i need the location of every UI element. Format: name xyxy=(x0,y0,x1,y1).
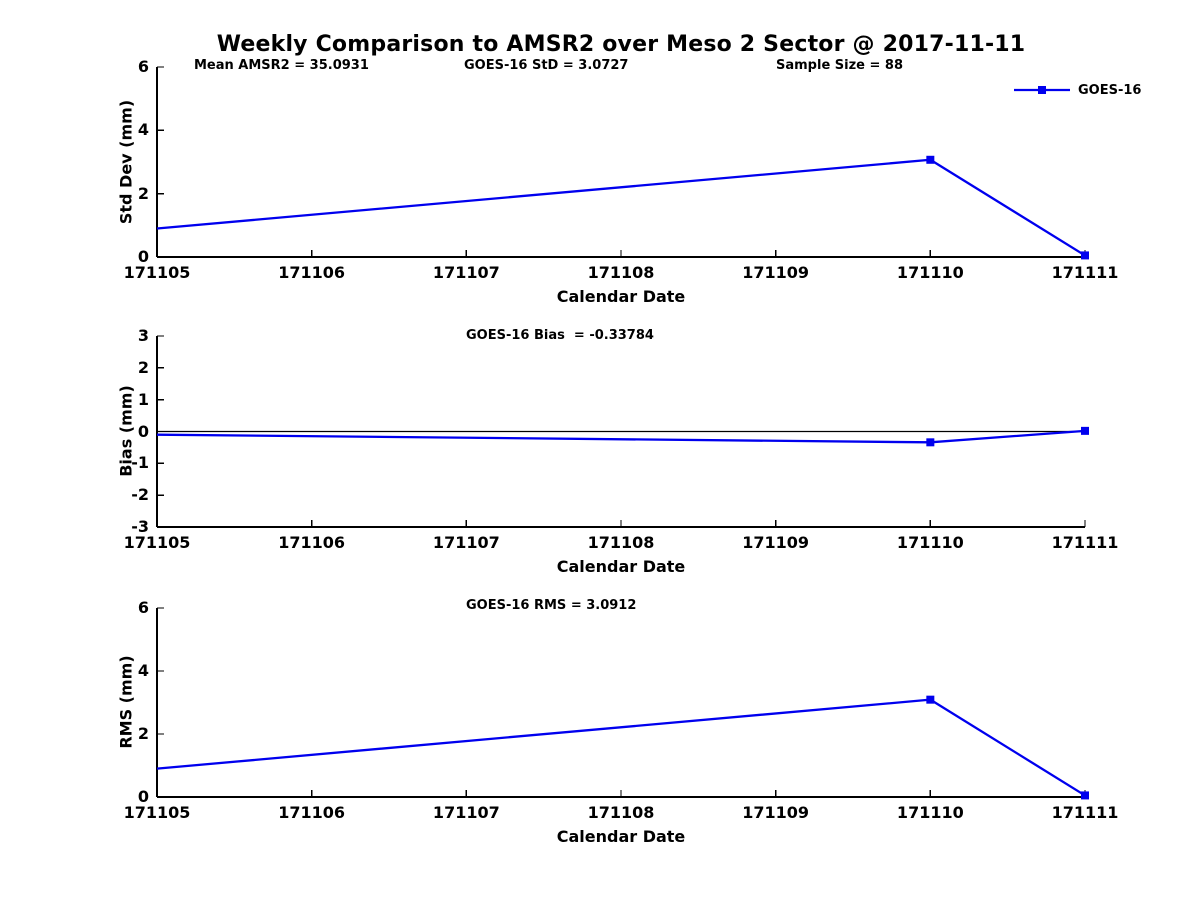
annotation-sample-size: Sample Size = 88 xyxy=(776,58,904,73)
series-marker xyxy=(926,155,935,164)
series-marker xyxy=(1081,426,1089,435)
x-tick-label: 171105 xyxy=(123,803,191,822)
series-marker xyxy=(926,438,935,447)
x-tick-label: 171105 xyxy=(123,263,191,282)
y-tick-label: 2 xyxy=(137,357,149,377)
annotation-goes16-std: GOES-16 StD = 3.0727 xyxy=(464,58,629,73)
x-tick-label: 171108 xyxy=(587,803,655,822)
x-axis-label-3: Calendar Date xyxy=(556,827,686,846)
x-tick-label: 171109 xyxy=(742,533,810,552)
x-tick-label: 171111 xyxy=(1051,533,1119,552)
x-tick-label: 171107 xyxy=(432,803,500,822)
y-tick-label: -2 xyxy=(131,485,149,505)
y-tick-label: 4 xyxy=(137,120,149,140)
y-tick-label: 1 xyxy=(137,389,149,409)
series-line xyxy=(156,429,1086,444)
series-line xyxy=(156,698,1086,797)
annotation-goes16-rms: GOES-16 RMS = 3.0912 xyxy=(466,598,637,613)
y-axis-label-rms: RMS (mm) xyxy=(116,655,136,749)
legend-line-swatch xyxy=(1014,86,1070,94)
x-tick-label: 171110 xyxy=(896,803,964,822)
y-axis-label-bias: Bias (mm) xyxy=(116,385,136,477)
y-tick-label: 2 xyxy=(137,183,149,203)
legend-label: GOES-16 xyxy=(1078,82,1142,98)
figure-title: Weekly Comparison to AMSR2 over Meso 2 S… xyxy=(216,32,1026,57)
legend-marker xyxy=(1038,86,1046,94)
x-tick-label: 171109 xyxy=(742,263,810,282)
annotation-mean-amsr2: Mean AMSR2 = 35.0931 xyxy=(194,58,369,73)
legend: GOES-16 xyxy=(1014,81,1141,99)
y-axis-label-stddev: Std Dev (mm) xyxy=(116,99,136,225)
x-tick-label: 171106 xyxy=(278,263,346,282)
y-tick-label: 0 xyxy=(137,787,149,806)
y-tick-label: 0 xyxy=(137,421,149,441)
series-marker xyxy=(1081,251,1089,260)
series-line xyxy=(156,158,1086,257)
x-axis-label-1: Calendar Date xyxy=(556,287,686,306)
y-tick-label: 4 xyxy=(137,661,149,680)
y-tick-label: -1 xyxy=(131,453,149,473)
series-marker xyxy=(1081,791,1089,800)
y-tick-label: -3 xyxy=(131,517,149,536)
x-tick-label: 171106 xyxy=(278,803,346,822)
y-tick-label: 6 xyxy=(137,57,149,76)
x-tick-label: 171111 xyxy=(1051,803,1119,822)
x-tick-label: 171107 xyxy=(432,263,500,282)
y-tick-label: 3 xyxy=(137,326,149,345)
y-tick-label: 0 xyxy=(137,247,149,266)
x-axis-label-2: Calendar Date xyxy=(556,557,686,576)
y-tick-label: 6 xyxy=(137,598,149,617)
x-tick-label: 171108 xyxy=(587,263,655,282)
x-tick-label: 171105 xyxy=(123,533,191,552)
annotation-goes16-bias: GOES-16 Bias = -0.33784 xyxy=(466,328,654,343)
x-tick-label: 171111 xyxy=(1051,263,1119,282)
x-tick-label: 171107 xyxy=(432,533,500,552)
x-tick-label: 171110 xyxy=(896,533,964,552)
x-tick-label: 171110 xyxy=(896,263,964,282)
x-tick-label: 171109 xyxy=(742,803,810,822)
x-tick-label: 171106 xyxy=(278,533,346,552)
y-tick-label: 2 xyxy=(137,724,149,743)
x-tick-label: 171108 xyxy=(587,533,655,552)
series-marker xyxy=(926,695,935,704)
